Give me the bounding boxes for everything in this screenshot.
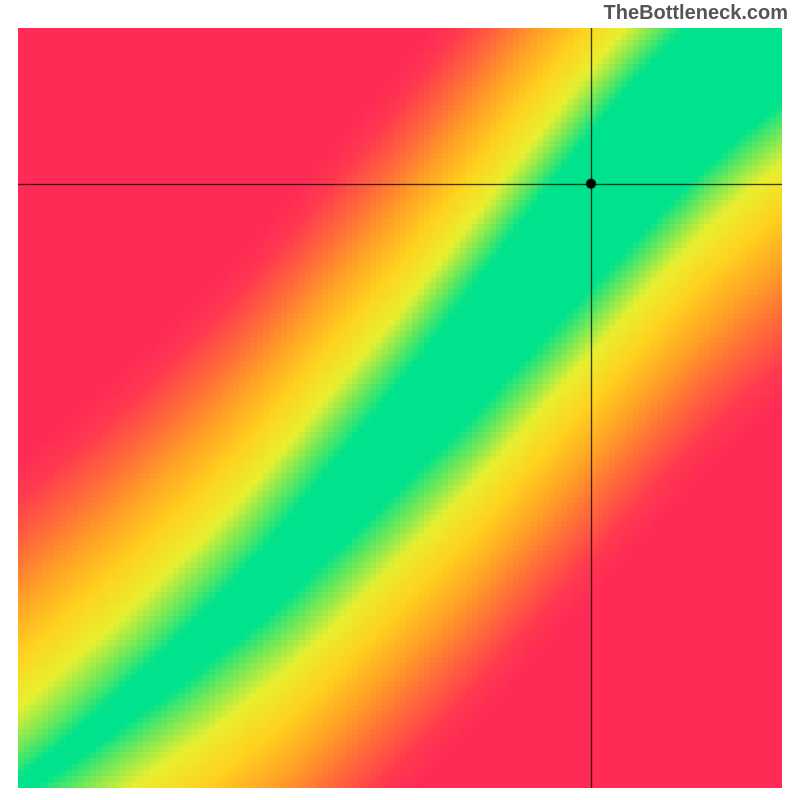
bottleneck-heatmap [18, 28, 782, 788]
chart-container: TheBottleneck.com [0, 0, 800, 800]
watermark-text: TheBottleneck.com [604, 2, 788, 25]
